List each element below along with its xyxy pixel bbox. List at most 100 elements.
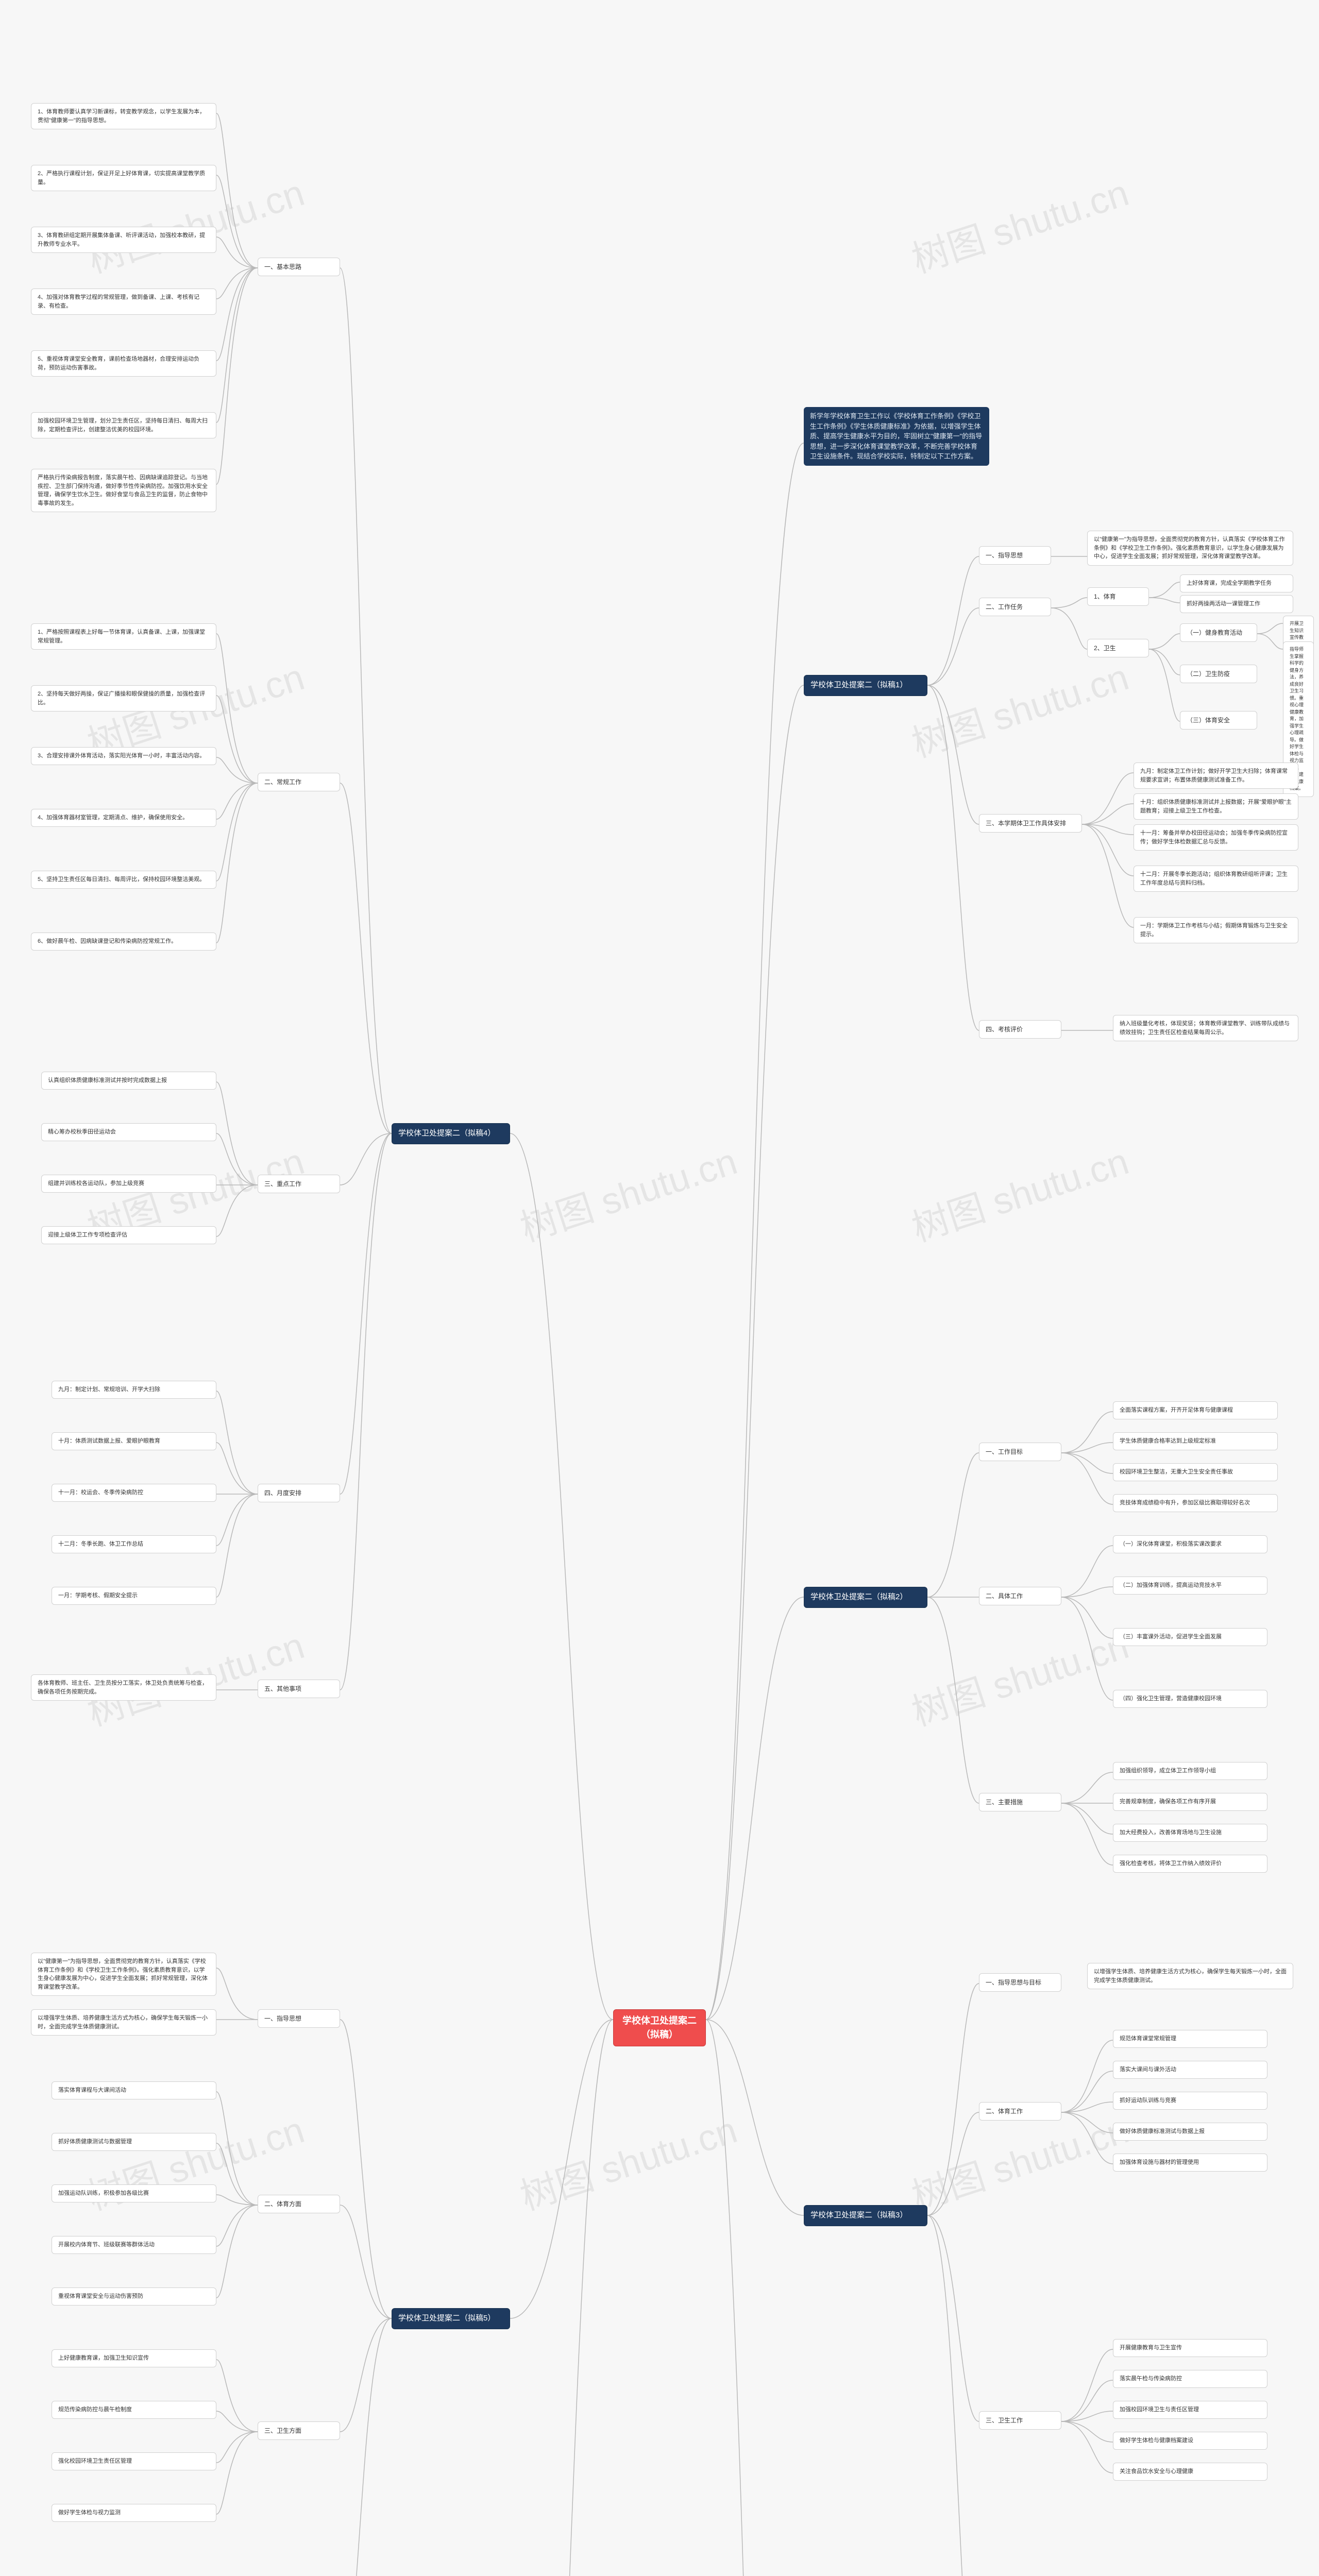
b4-c3-2: 精心筹办校秋季田径运动会 <box>41 1123 216 1141</box>
b1-c4-1: 纳入班级量化考核，体现奖惩；体育教师课堂教学、训练带队成绩与绩效挂钩；卫生责任区… <box>1113 1015 1298 1041</box>
b2-m1: 加强组织领导，成立体卫工作领导小组 <box>1113 1762 1267 1780</box>
b4-c3-1: 认真组织体质健康标准测试并按时完成数据上报 <box>41 1072 216 1090</box>
b2-c2[interactable]: 二、具体工作 <box>979 1587 1061 1605</box>
b5-c3[interactable]: 三、卫生方面 <box>258 2421 340 2440</box>
b1-c3[interactable]: 三、本学期体卫工作具体安排 <box>979 814 1082 833</box>
b2-m3: 加大经费投入，改善体育场地与卫生设施 <box>1113 1824 1267 1842</box>
watermark: 树图 shutu.cn <box>512 1131 742 1252</box>
b4-c2-2: 2、坚持每天做好两操，保证广播操和眼保健操的质量，加强检查评比。 <box>31 685 216 711</box>
b5-c2[interactable]: 二、体育方面 <box>258 2195 340 2213</box>
b3-c2a: 规范体育课堂常规管理 <box>1113 2030 1267 2048</box>
b1-c2[interactable]: 二、工作任务 <box>979 598 1051 616</box>
b1-c1-n1: 以"健康第一"为指导思想，全面贯彻党的教育方针，认真落实《学校体育工作条例》和《… <box>1087 531 1293 566</box>
b4-c5-1: 各体育教师、班主任、卫生员按分工落实，体卫处负责统筹与检查，确保各项任务按期完成… <box>31 1674 216 1701</box>
b5-c1-2: 以增强学生体质、培养健康生活方式为核心，确保学生每天锻炼一小时，全面完成学生体质… <box>31 2009 216 2036</box>
b2-g4[interactable]: （四）强化卫生管理，营造健康校园环境 <box>1113 1690 1267 1708</box>
b4-c2-3: 3、合理安排课外体育活动，落实阳光体育一小时，丰富活动内容。 <box>31 747 216 765</box>
b3-c1[interactable]: 一、指导思想与目标 <box>979 1973 1061 1992</box>
b4-c5[interactable]: 五、其他事项 <box>258 1680 340 1698</box>
b4-c1-3: 3、体育教研组定期开展集体备课、听评课活动，加强校本教研，提升教师专业水平。 <box>31 227 216 253</box>
b5-c2-4: 开展校内体育节、班级联赛等群体活动 <box>52 2236 216 2254</box>
b1-c3-2: 十月：组织体质健康标准测试并上报数据；开展"爱眼护眼"主题教育；迎接上级卫生工作… <box>1134 793 1298 820</box>
b1-c3-3: 十一月：筹备并举办校田径运动会；加强冬季传染病防控宣传；做好学生体检数据汇总与反… <box>1134 824 1298 851</box>
b1-c2b[interactable]: 2、卫生 <box>1087 639 1149 657</box>
b1-c1[interactable]: 一、指导思想 <box>979 546 1051 565</box>
b2-goal1: 全面落实课程方案，开齐开足体育与健康课程 <box>1113 1401 1278 1419</box>
b5-c3-3: 强化校园环境卫生责任区管理 <box>52 2452 216 2470</box>
branch-b2[interactable]: 学校体卫处提案二（拟稿2） <box>804 1587 927 1608</box>
b4-c2[interactable]: 二、常规工作 <box>258 773 340 791</box>
b3-c2d: 做好体质健康标准测试与数据上报 <box>1113 2123 1267 2141</box>
b4-c2-1: 1、严格按照课程表上好每一节体育课，认真备课、上课，加强课堂常规管理。 <box>31 623 216 650</box>
b3-c3c: 加强校园环境卫生与责任区管理 <box>1113 2401 1267 2419</box>
b3-c3[interactable]: 三、卫生工作 <box>979 2411 1061 2430</box>
b3-c3d: 做好学生体检与健康档案建设 <box>1113 2432 1267 2450</box>
b3-c2e: 加强体育设施与器材的管理使用 <box>1113 2154 1267 2172</box>
b2-goal4: 竞技体育成绩稳中有升，参加区级比赛取得较好名次 <box>1113 1494 1278 1512</box>
b4-c1-2: 2、严格执行课程计划，保证开足上好体育课，切实提高课堂教学质量。 <box>31 165 216 191</box>
b2-g3[interactable]: （三）丰富课外活动，促进学生全面发展 <box>1113 1628 1267 1646</box>
b2-m4: 强化检查考核，将体卫工作纳入绩效评价 <box>1113 1855 1267 1873</box>
b4-c4-10: 十月：体质测试数据上报、爱眼护眼教育 <box>52 1432 216 1450</box>
b2-g2[interactable]: （二）加强体育训练，提高运动竞技水平 <box>1113 1577 1267 1595</box>
b1-c3-4: 十二月：开展冬季长跑活动；组织体育教研组听评课；卫生工作年度总结与资料归档。 <box>1134 866 1298 892</box>
b1-c3-1: 九月：制定体卫工作计划；做好开学卫生大扫除；体育课常规要求宣讲；布置体质健康测试… <box>1134 762 1298 789</box>
b3-c2b: 落实大课间与课外活动 <box>1113 2061 1267 2079</box>
b3-c1a: 以增强学生体质、培养健康生活方式为核心，确保学生每天锻炼一小时，全面完成学生体质… <box>1087 1963 1293 1989</box>
branch-b3[interactable]: 学校体卫处提案二（拟稿3） <box>804 2205 927 2226</box>
branch-b1[interactable]: 学校体卫处提案二（拟稿1） <box>804 675 927 696</box>
b3-c3a: 开展健康教育与卫生宣传 <box>1113 2339 1267 2357</box>
b4-c1-6: 加强校园环境卫生管理，划分卫生责任区，坚持每日清扫、每周大扫除，定期检查评比，创… <box>31 412 216 438</box>
b5-c3-4: 做好学生体检与视力监测 <box>52 2504 216 2522</box>
b4-c2-4: 4、加强体育器材室管理，定期清点、维护，确保使用安全。 <box>31 809 216 827</box>
b4-c3[interactable]: 三、重点工作 <box>258 1175 340 1193</box>
b4-c4-11: 十一月：校运会、冬季传染病防控 <box>52 1484 216 1502</box>
b4-c4-12: 十二月：冬季长跑、体卫工作总结 <box>52 1535 216 1553</box>
b4-c4-1: 一月：学期考核、假期安全提示 <box>52 1587 216 1605</box>
b1-c2b1[interactable]: （一）健身教育活动 <box>1180 623 1257 642</box>
b1-c2a[interactable]: 1、体育 <box>1087 587 1149 606</box>
b4-c4[interactable]: 四、月度安排 <box>258 1484 340 1502</box>
b4-c1-7: 严格执行传染病报告制度，落实晨午检、因病缺课追踪登记。与当地疾控、卫生部门保持沟… <box>31 469 216 512</box>
branch-b5[interactable]: 学校体卫处提案二（拟稿5） <box>392 2308 510 2329</box>
b5-c2-1: 落实体育课程与大课间活动 <box>52 2081 216 2099</box>
mindmap-canvas: 树图 shutu.cn 树图 shutu.cn 树图 shutu.cn 树图 s… <box>0 0 1319 2576</box>
b1-c2b2[interactable]: （二）卫生防疫 <box>1180 665 1257 683</box>
b4-c1-5: 5、重视体育课堂安全教育，课前检查场地器材，合理安排运动负荷，预防运动伤害事故。 <box>31 350 216 377</box>
intro-box: 新学年学校体育卫生工作以《学校体育工作条例》《学校卫生工作条例》《学生体质健康标… <box>804 407 989 466</box>
b3-c2[interactable]: 二、体育工作 <box>979 2102 1061 2121</box>
b2-c3[interactable]: 三、主要措施 <box>979 1793 1061 1811</box>
watermark: 树图 shutu.cn <box>904 1615 1134 1736</box>
b5-c2-5: 重视体育课堂安全与运动伤害预防 <box>52 2287 216 2306</box>
b2-g1[interactable]: （一）深化体育课堂，积极落实课改要求 <box>1113 1535 1267 1553</box>
b5-c2-2: 抓好体质健康测试与数据管理 <box>52 2133 216 2151</box>
watermark: 树图 shutu.cn <box>512 2099 742 2221</box>
b4-c1-4: 4、加强对体育教学过程的常规管理，做到备课、上课、考核有记录、有检查。 <box>31 289 216 315</box>
b4-c4-9: 九月：制定计划、常规培训、开学大扫除 <box>52 1381 216 1399</box>
b1-c2a-2: 抓好两操两活动一课管理工作 <box>1180 595 1293 613</box>
b2-goal2: 学生体质健康合格率达到上级规定标准 <box>1113 1432 1278 1450</box>
b1-c4[interactable]: 四、考核评价 <box>979 1020 1061 1039</box>
b5-c3-1: 上好健康教育课，加强卫生知识宣传 <box>52 2349 216 2367</box>
b4-c2-6: 6、做好晨午检、因病缺课登记和传染病防控常规工作。 <box>31 933 216 951</box>
watermark: 树图 shutu.cn <box>904 162 1134 283</box>
b4-c3-4: 迎接上级体卫工作专项检查评估 <box>41 1226 216 1244</box>
b5-c2-3: 加强运动队训练，积极参加各级比赛 <box>52 2184 216 2202</box>
b5-c1-1: 以"健康第一"为指导思想，全面贯彻党的教育方针，认真落实《学校体育工作条例》和《… <box>31 1953 216 1996</box>
b1-c2a-1: 上好体育课，完成全学期教学任务 <box>1180 574 1293 592</box>
watermark: 树图 shutu.cn <box>904 647 1134 768</box>
b4-c2-5: 5、坚持卫生责任区每日清扫、每周评比，保持校园环境整洁美观。 <box>31 871 216 889</box>
b3-c3b: 落实晨午检与传染病防控 <box>1113 2370 1267 2388</box>
b3-c3e: 关注食品饮水安全与心理健康 <box>1113 2463 1267 2481</box>
b1-c2b3[interactable]: （三）体育安全 <box>1180 711 1257 730</box>
b2-c1[interactable]: 一、工作目标 <box>979 1443 1061 1461</box>
b4-c1[interactable]: 一、基本思路 <box>258 258 340 276</box>
b5-c1[interactable]: 一、指导思想 <box>258 2009 340 2028</box>
b4-c3-3: 组建并训练校各运动队，参加上级竞赛 <box>41 1175 216 1193</box>
branch-b4[interactable]: 学校体卫处提案二（拟稿4） <box>392 1123 510 1144</box>
root-node[interactable]: 学校体卫处提案二（拟稿） <box>613 2009 706 2046</box>
b2-m2: 完善规章制度，确保各项工作有序开展 <box>1113 1793 1267 1811</box>
watermark: 树图 shutu.cn <box>904 1131 1134 1252</box>
b5-c3-2: 规范传染病防控与晨午检制度 <box>52 2401 216 2419</box>
b1-c3-5: 一月：学期体卫工作考核与小结；假期体育锻炼与卫生安全提示。 <box>1134 917 1298 943</box>
